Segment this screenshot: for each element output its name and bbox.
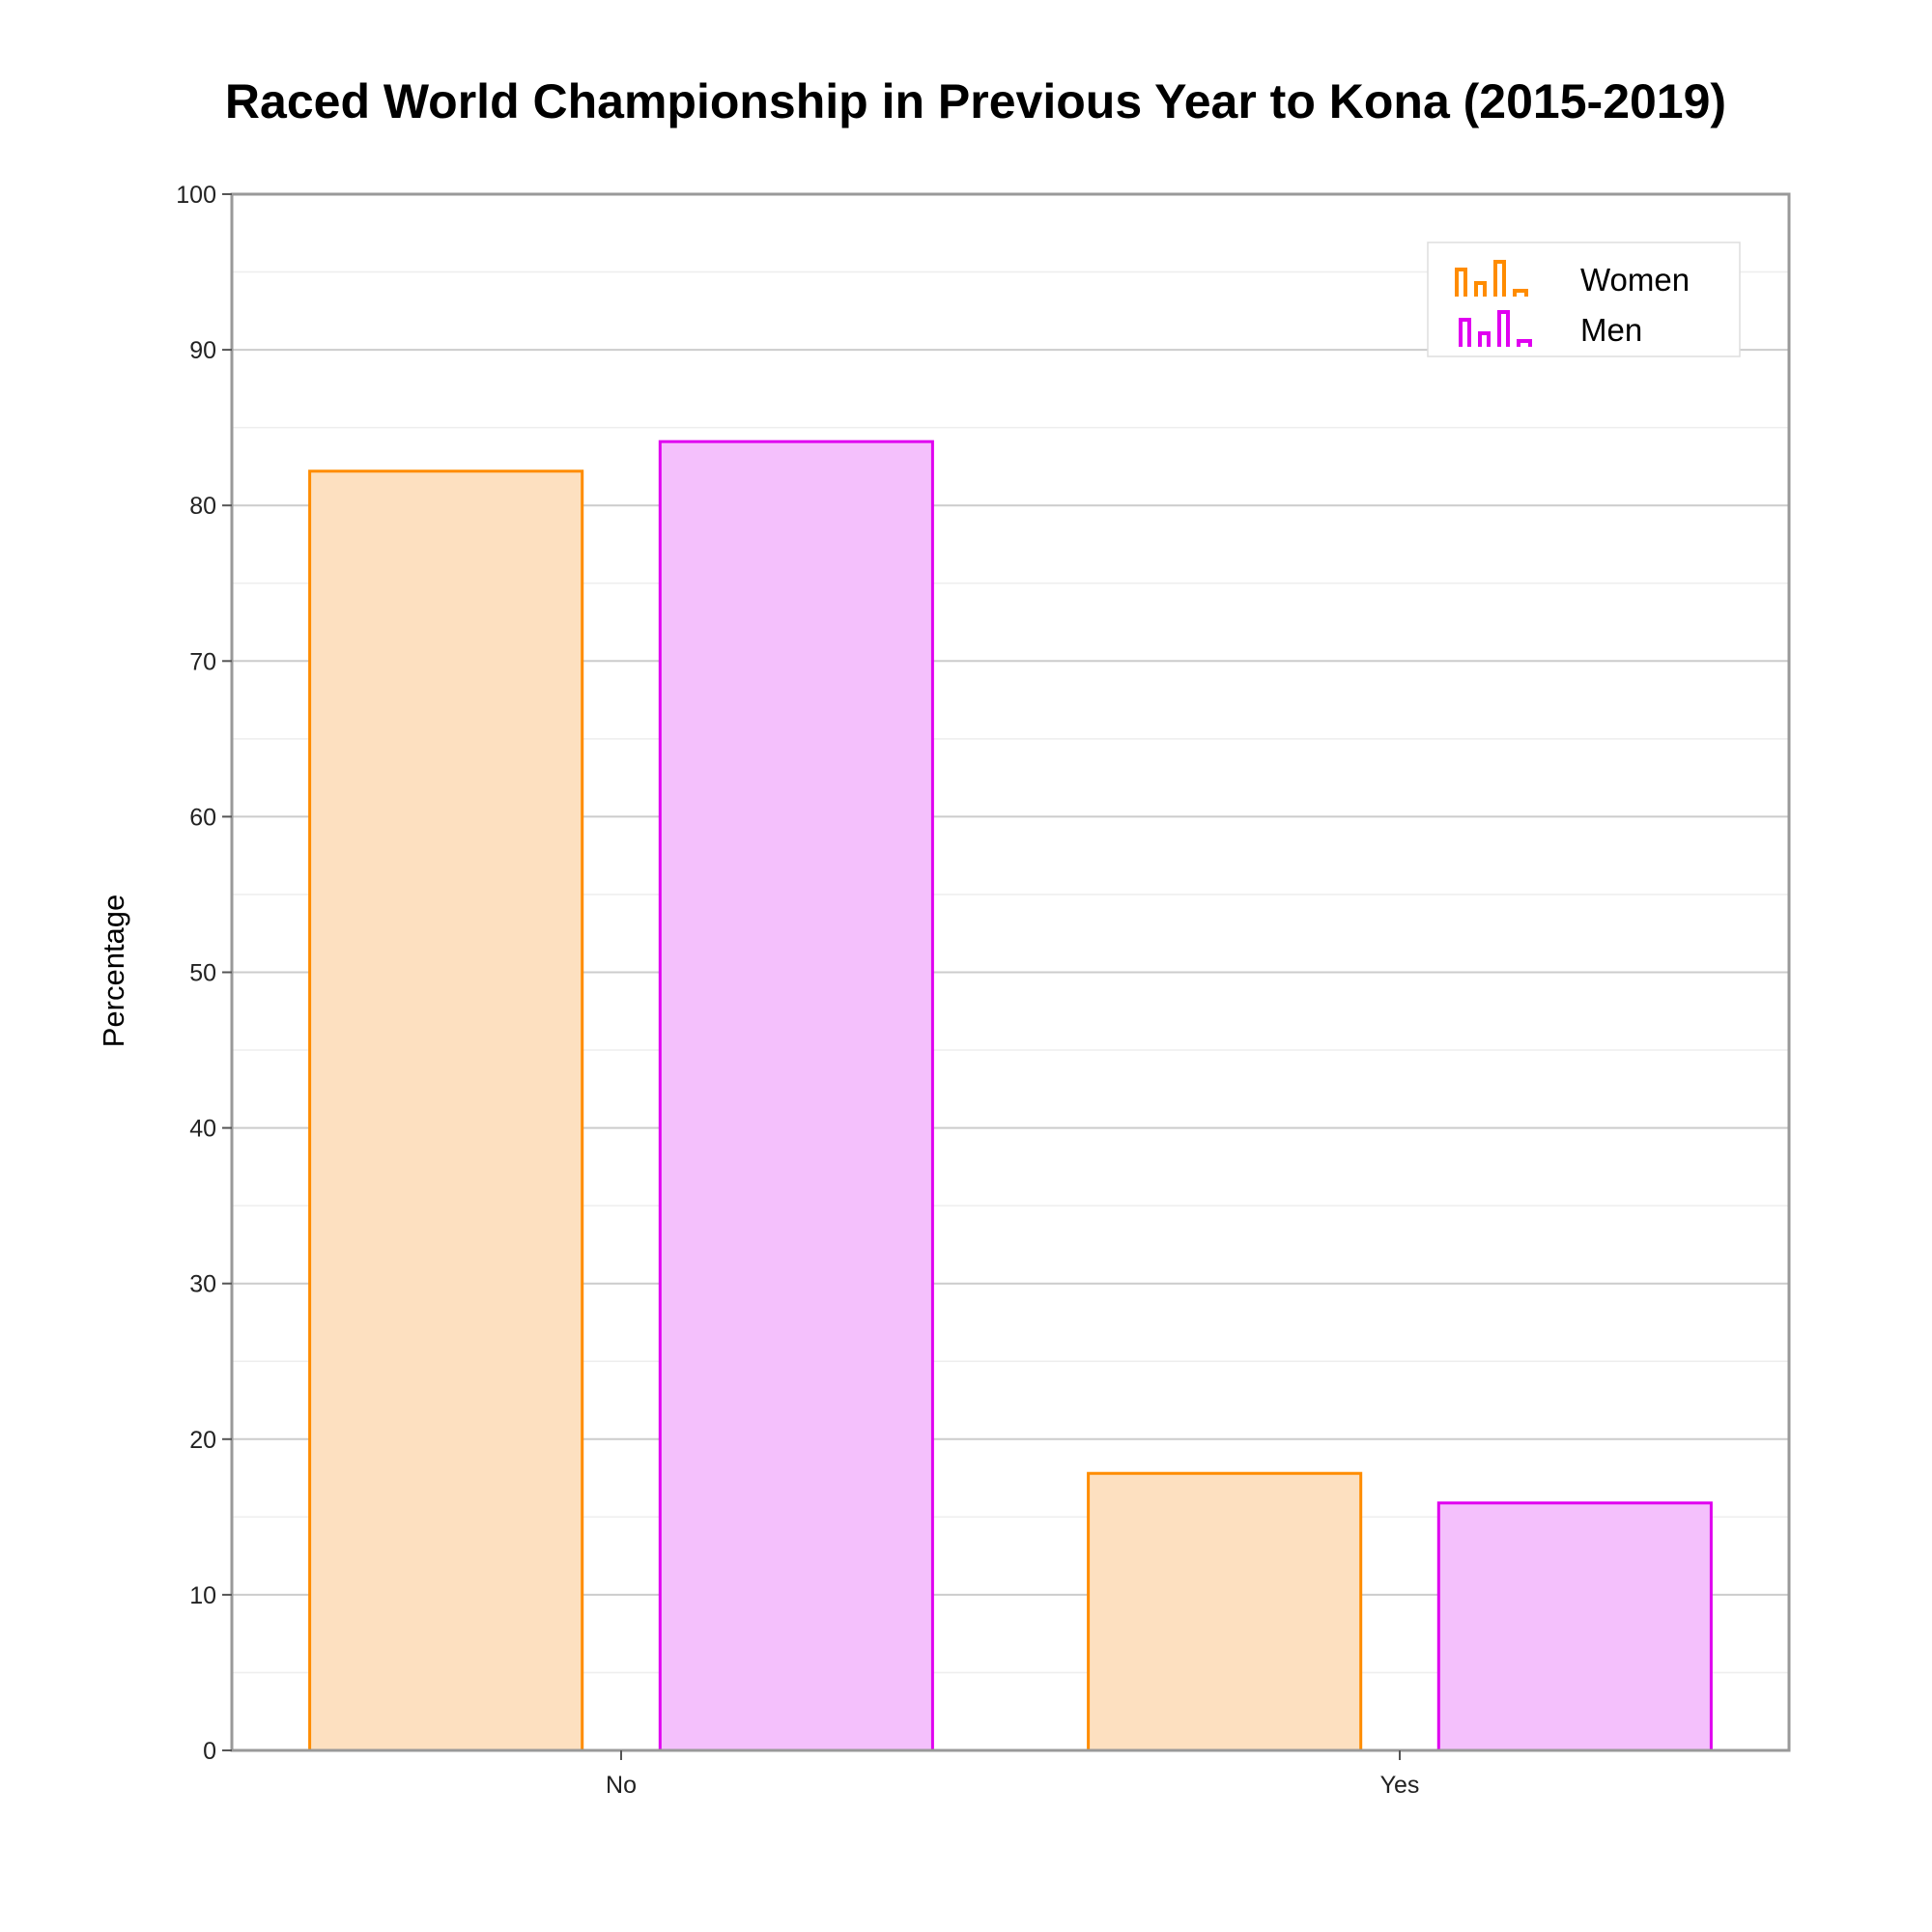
bar-men-yes <box>1436 1501 1713 1752</box>
y-tick-label: 90 <box>189 337 216 364</box>
x-tick-label: Yes <box>1380 1772 1420 1799</box>
y-tick-label: 10 <box>189 1582 216 1609</box>
y-tick-label: 20 <box>189 1427 216 1454</box>
chart-title: Raced World Championship in Previous Yea… <box>225 74 1726 128</box>
y-tick-label: 0 <box>203 1738 216 1765</box>
legend-men-swatch-icon <box>1459 310 1532 347</box>
y-tick-label: 40 <box>189 1116 216 1143</box>
bar-women-yes <box>1087 1471 1363 1752</box>
y-tick-label: 100 <box>176 182 216 209</box>
axis-ticks: 0 10 20 30 40 50 60 70 80 90 100 No Yes <box>176 182 1419 1799</box>
y-tick-label: 30 <box>189 1271 216 1298</box>
y-tick-label: 60 <box>189 804 216 831</box>
y-tick-label: 70 <box>189 648 216 675</box>
legend-women-swatch-icon <box>1455 260 1528 297</box>
bar-men-no <box>658 440 934 1752</box>
y-axis-label: Percentage <box>97 895 130 1048</box>
legend: Women Men <box>1427 242 1741 357</box>
bars <box>308 440 1713 1752</box>
x-tick-label: No <box>606 1772 637 1799</box>
legend-label-men: Men <box>1580 312 1642 348</box>
bar-women-no <box>308 469 584 1752</box>
y-tick-label: 50 <box>189 960 216 987</box>
legend-label-women: Women <box>1580 262 1690 298</box>
y-tick-label: 80 <box>189 493 216 520</box>
